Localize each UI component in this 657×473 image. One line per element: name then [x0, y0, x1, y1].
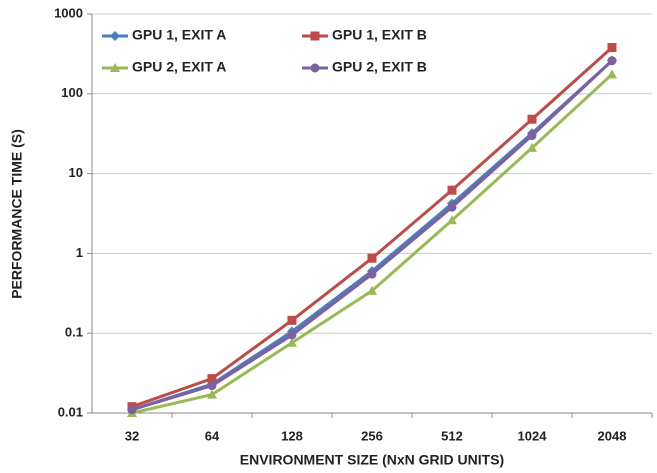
marker	[447, 185, 457, 195]
y-tick-label: 100	[61, 85, 83, 100]
marker	[527, 114, 537, 124]
marker	[207, 381, 217, 391]
legend-label: GPU 1, EXIT B	[332, 27, 427, 43]
marker	[287, 337, 297, 347]
marker	[367, 269, 377, 279]
x-tick-label: 1024	[518, 428, 548, 443]
marker	[310, 63, 320, 73]
y-axis-title: PERFORMANCE TIME (S)	[9, 129, 25, 299]
legend-label: GPU 1, EXIT A	[132, 27, 226, 43]
marker	[527, 131, 537, 141]
legend-label: GPU 2, EXIT A	[132, 59, 226, 75]
x-tick-label: 64	[205, 428, 220, 443]
y-tick-label: 1000	[54, 5, 83, 20]
marker	[607, 43, 617, 53]
marker	[207, 389, 217, 399]
y-tick-label: 1	[76, 245, 83, 260]
marker	[367, 285, 377, 295]
marker	[607, 69, 617, 79]
marker	[127, 405, 137, 415]
legend-label: GPU 2, EXIT B	[332, 59, 427, 75]
marker	[607, 56, 617, 66]
x-tick-label: 32	[125, 428, 139, 443]
x-axis-title: ENVIRONMENT SIZE (NxN GRID UNITS)	[240, 452, 504, 468]
marker	[447, 215, 457, 225]
series-line	[131, 46, 614, 409]
marker	[110, 31, 120, 41]
marker	[310, 31, 320, 41]
marker	[207, 374, 217, 384]
y-tick-label: 10	[69, 165, 83, 180]
x-tick-label: 256	[361, 428, 383, 443]
marker	[110, 63, 120, 72]
marker	[287, 315, 297, 325]
x-tick-label: 2048	[598, 428, 627, 443]
marker	[287, 330, 297, 340]
y-tick-label: 0.1	[65, 325, 83, 340]
x-tick-label: 128	[281, 428, 303, 443]
marker	[527, 142, 537, 152]
marker	[447, 202, 457, 212]
y-tick-label: 0.01	[58, 404, 83, 419]
x-tick-label: 512	[441, 428, 463, 443]
marker	[367, 253, 377, 263]
